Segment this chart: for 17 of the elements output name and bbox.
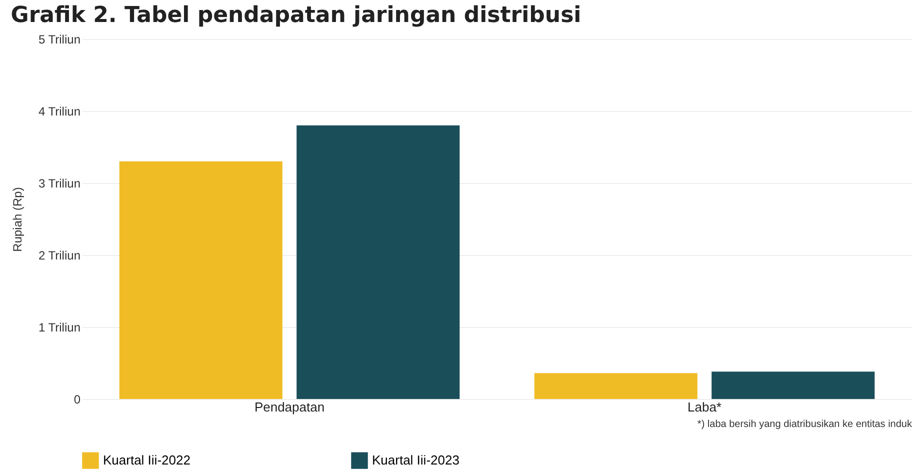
- y-tick-label: 3 Triliun: [38, 176, 80, 190]
- legend-label: Kuartal Iii-2023: [372, 452, 460, 468]
- y-axis-title: Rupiah (Rp): [10, 187, 24, 252]
- x-tick-label: Laba*: [688, 400, 722, 414]
- y-tick-label: 1 Triliun: [38, 320, 80, 334]
- y-tick-label: 2 Triliun: [38, 248, 80, 262]
- bar: [534, 373, 698, 399]
- y-tick-label: 0: [74, 392, 81, 406]
- x-tick-label: Pendapatan: [254, 400, 325, 414]
- y-tick-label: 4 Triliun: [38, 104, 80, 118]
- bar: [712, 372, 875, 399]
- bar: [296, 125, 460, 399]
- chart-title: Grafik 2. Tabel pendapatan jaringan distribusi: [10, 3, 582, 28]
- text: *) laba bersih yang diatribusikan ke entitas induk: [697, 419, 913, 430]
- bar: [119, 161, 282, 399]
- legend-label: Kuartal Iii-2022: [103, 452, 190, 468]
- y-tick-label: 5 Triliun: [38, 32, 80, 46]
